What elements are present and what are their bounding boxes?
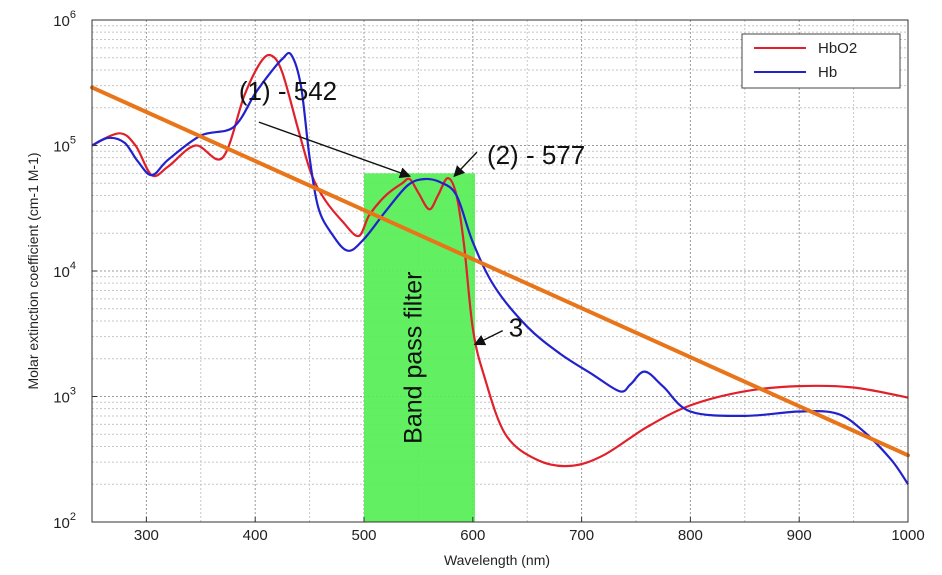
legend-box — [741, 33, 901, 89]
x-tick-label: 600 — [460, 527, 485, 544]
y-tick-label: 105 — [53, 135, 76, 156]
y-tick-label: 104 — [53, 260, 76, 281]
series-lines — [91, 51, 909, 485]
reference-line-group — [90, 85, 910, 458]
series-line-hbo2 — [91, 53, 909, 468]
series-line-hb — [91, 51, 909, 485]
legend-label-hb: Hb — [818, 64, 837, 81]
y-tick-label: 106 — [53, 9, 76, 30]
x-tick-label: 900 — [787, 527, 812, 544]
x-tick-label: 400 — [243, 527, 268, 544]
x-tick-label: 1000 — [891, 527, 924, 544]
x-tick-label: 700 — [569, 527, 594, 544]
band-pass-label: Band pass filter — [399, 272, 427, 444]
band-pass-rect — [364, 173, 475, 522]
legend-label-hbo2: HbO2 — [818, 40, 857, 57]
x-tick-label: 800 — [678, 527, 703, 544]
annotation-label-3: 3 — [509, 313, 523, 343]
x-axis-label: Wavelength (nm) — [444, 552, 550, 568]
x-tick-label: 500 — [351, 527, 376, 544]
y-axis-label: Molar extinction coefficient (cm-1 M-1) — [25, 152, 41, 389]
annotation-arrow-2 — [453, 151, 478, 178]
annotation-arrow-3 — [473, 329, 504, 346]
legend: HbO2 Hb — [741, 33, 901, 89]
reference-line — [90, 85, 910, 458]
y-tick-label: 103 — [53, 386, 76, 407]
grid — [91, 20, 909, 523]
band-pass-region: Band pass filter — [364, 173, 475, 522]
annotation-label-1: (1) - 542 — [239, 76, 337, 106]
annotation-arrow-1 — [258, 121, 412, 179]
annotations: (1) - 542 (2) - 577 3 — [239, 76, 585, 346]
x-tick-label: 300 — [134, 527, 159, 544]
y-tick-label: 102 — [53, 511, 76, 532]
annotation-label-2: (2) - 577 — [487, 140, 585, 170]
